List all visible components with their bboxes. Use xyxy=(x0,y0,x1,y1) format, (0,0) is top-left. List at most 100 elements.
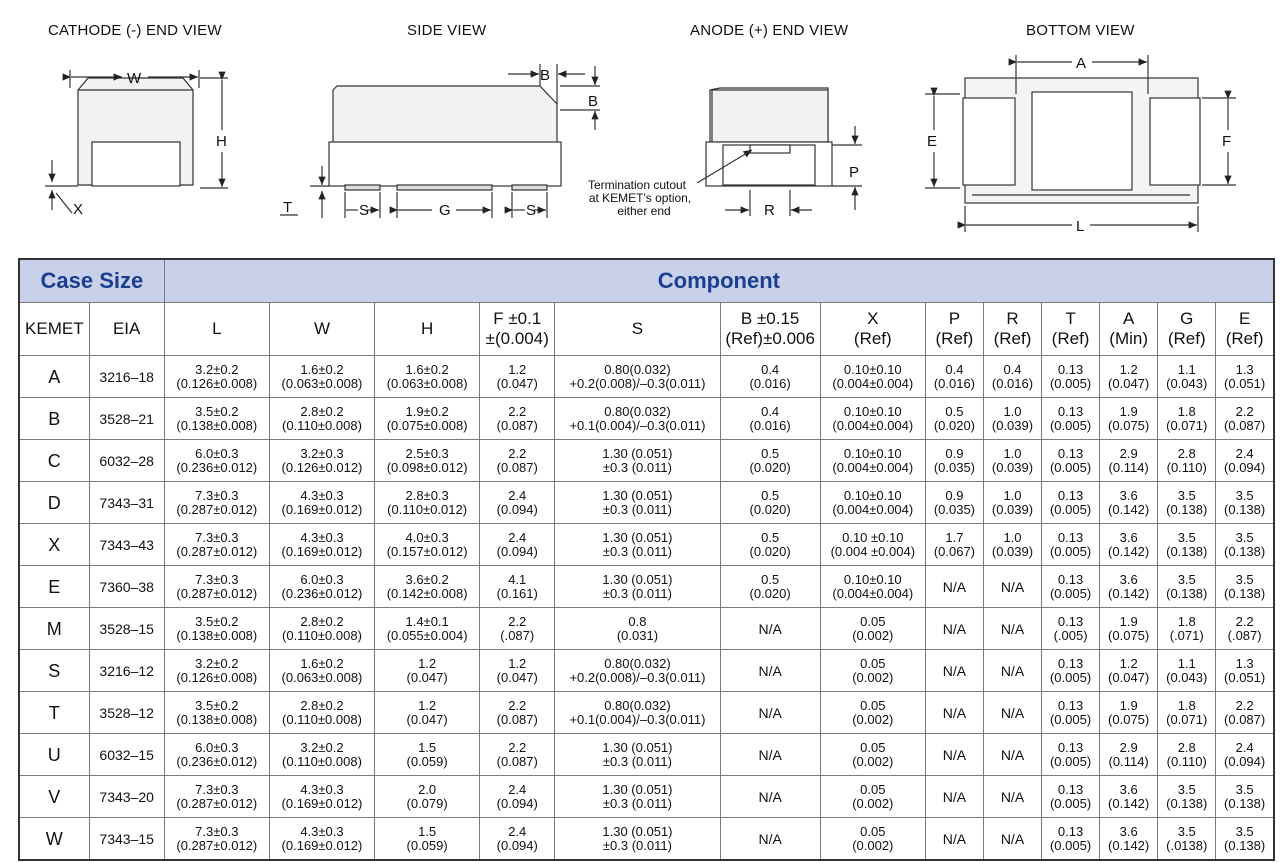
cell-line: 3.6 xyxy=(1119,823,1138,839)
cell-line: +0.1(0.004)/–0.3(0.011) xyxy=(569,711,706,727)
column-header-line: (Ref)±0.006 xyxy=(725,329,815,348)
cell-line: (.087) xyxy=(500,627,535,643)
dimension-cell: N/A xyxy=(982,607,1043,650)
component-header: Component xyxy=(163,258,1275,303)
dimension-cell: N/A xyxy=(924,649,984,692)
cell-line: 3.5 xyxy=(1235,781,1254,797)
cell-line: (0.114) xyxy=(1108,459,1149,475)
cell-line: (0.087) xyxy=(496,711,538,727)
cell-line: (0.138) xyxy=(1166,543,1208,559)
cell-line: 0.10±0.10 xyxy=(843,445,902,461)
dimension-cell: 2.2 (0.087) xyxy=(1215,397,1275,440)
column-header-line: (Ref) xyxy=(1167,329,1206,348)
cell-line: (0.087) xyxy=(496,417,538,433)
cell-line: 7.3±0.3 xyxy=(195,781,239,797)
cell-line: (0.051) xyxy=(1224,669,1266,685)
cell-line: (0.138) xyxy=(1224,501,1266,517)
dim-label-s-right: S xyxy=(526,202,536,219)
dim-label-r: R xyxy=(764,202,775,219)
cell-line: 2.4 xyxy=(508,781,527,797)
cell-line: 0.4 xyxy=(761,403,780,419)
cell-line: (0.094) xyxy=(1224,459,1266,475)
cell-line: 2.4 xyxy=(508,823,527,839)
cell-line: (0.002) xyxy=(852,627,894,643)
dimension-cell: 0.13 (0.005) xyxy=(1041,355,1101,398)
cell-line: 2.8±0.2 xyxy=(300,403,344,419)
dim-label-t: T xyxy=(283,199,292,216)
cell-line: 4.3±0.3 xyxy=(300,487,344,503)
dim-label-g: G xyxy=(439,202,451,219)
dimension-cell: 4.3±0.3 (0.169±0.012) xyxy=(268,481,376,524)
column-header-line: L xyxy=(212,319,222,338)
cell-line: (0.016) xyxy=(749,417,791,433)
cell-line: 0.4 xyxy=(1003,361,1022,377)
drawings-svg: W H X T S G S B B P R A E F L Terminatio… xyxy=(45,55,1236,235)
cell-line: 3.5±0.2 xyxy=(195,697,239,713)
dimension-cell: 6.0±0.3 (0.236±0.012) xyxy=(163,733,270,776)
cell-line: (.005) xyxy=(1053,627,1088,643)
dimension-cell: 6.0±0.3 (0.236±0.012) xyxy=(163,439,270,482)
cell-line: N/A xyxy=(758,830,782,847)
cathode-end-view-drawing xyxy=(45,70,228,214)
dimension-cell: 1.0 (0.039) xyxy=(982,439,1043,482)
cell-line: 2.4 xyxy=(1235,739,1254,755)
dimension-cell: 1.5 (0.059) xyxy=(374,817,481,861)
cell-line: (0.142) xyxy=(1108,837,1150,853)
cell-line: (0.002) xyxy=(852,753,894,769)
eia-code-cell: 7343–20 xyxy=(88,775,165,818)
cell-line: N/A xyxy=(758,746,782,763)
dimension-cell: 1.4±0.1 (0.055±0.004) xyxy=(374,607,481,650)
cell-line: (0.110±0.008) xyxy=(282,753,362,769)
cell-line: (0.067) xyxy=(933,543,976,559)
column-header-line: S xyxy=(631,319,644,338)
table-row: E 7360–38 7.3±0.3 (0.287±0.012) 6.0±0.3 (0.23… xyxy=(18,565,1275,608)
cell-line: 2.8 xyxy=(1177,739,1196,755)
dim-label-f: F xyxy=(1222,133,1231,150)
cell-line: (0.142) xyxy=(1108,795,1150,811)
cell-line: 0.13 xyxy=(1057,487,1084,503)
cell-line: 3.5±0.2 xyxy=(195,403,239,419)
termination-note-line-1: Termination cutout xyxy=(588,178,687,192)
dimension-cell: 3.5 (0.138) xyxy=(1215,523,1275,566)
cell-line: 3.6 xyxy=(1119,529,1138,545)
dimension-cell: 2.9 (0.114) xyxy=(1099,733,1159,776)
cell-line: N/A xyxy=(942,704,967,721)
dim-label-p: P xyxy=(849,164,859,181)
cell-line: (0.047) xyxy=(406,669,448,685)
dimension-cell: 1.2 (0.047) xyxy=(479,355,556,398)
cell-line: 1.7 xyxy=(945,529,964,545)
eia-code-cell: 6032–28 xyxy=(88,439,165,482)
cell-line: 1.1 xyxy=(1177,655,1196,671)
cell-line: 2.2 xyxy=(1235,403,1254,419)
cell-line: ±0.3 (0.011) xyxy=(602,795,672,811)
cathode-view-title: CATHODE (-) END VIEW xyxy=(48,22,222,39)
column-header-row: KEMET EIA L W H F ±0.1 ±(0.004) S B ±0.15 (Ref)±0… xyxy=(18,302,1275,356)
dimension-cell: 1.2 (0.047) xyxy=(374,691,481,734)
dimension-cell: N/A xyxy=(982,565,1043,608)
dimension-cell: 3.5±0.2 (0.138±0.008) xyxy=(163,397,270,440)
table-row: M 3528–15 3.5±0.2 (0.138±0.008) 2.8±0.2 (0.11… xyxy=(18,607,1275,650)
dimension-cell: 1.3 (0.051) xyxy=(1215,355,1275,398)
cell-line: 2.2 xyxy=(508,445,527,461)
dimension-cell: 0.10±0.10 (0.004±0.004) xyxy=(819,565,926,608)
dimension-cell: 7.3±0.3 (0.287±0.012) xyxy=(163,775,270,818)
cell-line: (0.004 ±0.004) xyxy=(830,543,916,559)
cell-line: 1.8 xyxy=(1177,403,1196,419)
kemet-case-cell: T xyxy=(18,691,90,734)
cell-line: (0.004±0.004) xyxy=(832,585,914,601)
cell-line: 1.3 xyxy=(1235,361,1254,377)
cell-line: 3.5 xyxy=(1235,487,1254,503)
eia-code-cell: 3216–12 xyxy=(88,649,165,692)
dimension-cell: 0.05 (0.002) xyxy=(819,691,926,734)
cell-line: 3.5 xyxy=(1177,571,1196,587)
kemet-case-cell: A xyxy=(18,355,90,398)
cell-line: 0.8 xyxy=(628,613,647,629)
dimension-cell: N/A xyxy=(982,775,1043,818)
cell-line: (0.236±0.012) xyxy=(281,585,363,601)
column-header-line: (Ref) xyxy=(935,329,974,348)
cell-line: 1.6±0.2 xyxy=(300,361,344,377)
eia-code-cell: 3528–15 xyxy=(88,607,165,650)
dimension-cell: 3.6 (0.142) xyxy=(1099,775,1159,818)
table-row: B 3528–21 3.5±0.2 (0.138±0.008) 2.8±0.2 (0.11… xyxy=(18,397,1275,440)
dimension-cell: 1.6±0.2 (0.063±0.008) xyxy=(268,355,376,398)
